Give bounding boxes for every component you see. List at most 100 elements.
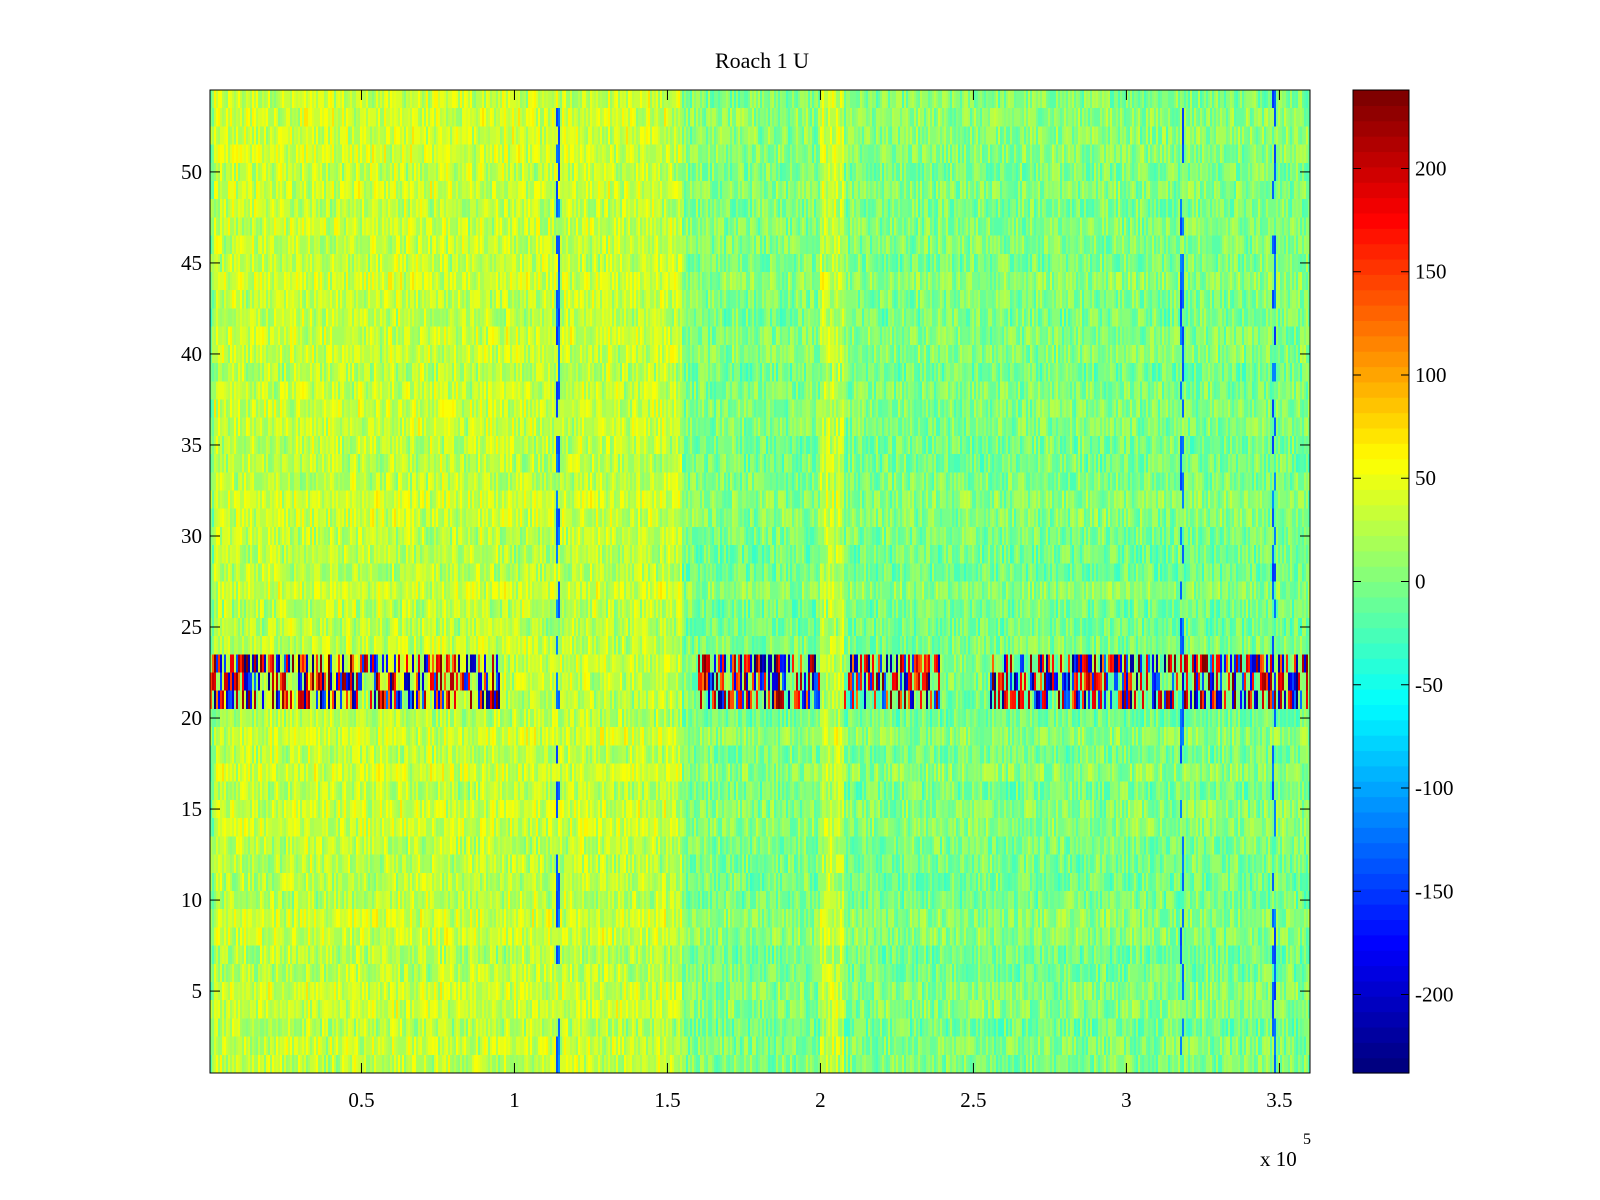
colorbar-tick-label: 200 xyxy=(1415,156,1447,180)
colorbar-level xyxy=(1353,166,1409,183)
x-exponent-label: x 10 xyxy=(1260,1147,1297,1171)
colorbar-level xyxy=(1353,320,1409,337)
colorbar-level xyxy=(1353,673,1409,690)
colorbar-level xyxy=(1353,489,1409,506)
colorbar-level xyxy=(1353,520,1409,537)
colorbar-level xyxy=(1353,212,1409,229)
colorbar-level xyxy=(1353,182,1409,199)
colorbar-level xyxy=(1353,151,1409,168)
y-tick-label: 25 xyxy=(181,615,202,639)
colorbar-level xyxy=(1353,305,1409,321)
colorbar-level xyxy=(1353,351,1409,368)
colorbar-level xyxy=(1353,90,1409,106)
colorbar-level xyxy=(1353,120,1409,137)
colorbar-level xyxy=(1353,627,1409,644)
x-exponent-power: 5 xyxy=(1303,1131,1311,1148)
colorbar-tick-label: 100 xyxy=(1415,363,1447,387)
x-tick-label: 2.5 xyxy=(960,1088,986,1112)
colorbar-level xyxy=(1353,550,1409,567)
y-tick-label: 5 xyxy=(192,979,203,1003)
colorbar-level xyxy=(1353,566,1409,583)
y-tick-label: 50 xyxy=(181,160,202,184)
colorbar-level xyxy=(1353,719,1409,736)
colorbar-level xyxy=(1353,335,1409,352)
colorbar-tick-label: 0 xyxy=(1415,570,1426,594)
colorbar-level xyxy=(1353,750,1409,767)
colorbar-level xyxy=(1353,919,1409,936)
colorbar-level xyxy=(1353,857,1409,874)
x-tick-label: 0.5 xyxy=(348,1088,374,1112)
colorbar-tick-label: -100 xyxy=(1415,776,1454,800)
colorbar-level xyxy=(1353,934,1409,951)
colorbar-tick-label: -150 xyxy=(1415,879,1454,903)
colorbar-tick-label: -50 xyxy=(1415,673,1443,697)
colorbar-level xyxy=(1353,243,1409,260)
colorbar-level xyxy=(1353,581,1409,598)
y-tick-label: 30 xyxy=(181,524,202,548)
y-tick-label: 40 xyxy=(181,342,202,366)
colorbar-level xyxy=(1353,381,1409,398)
colorbar-level xyxy=(1353,228,1409,245)
colorbar-level xyxy=(1353,842,1409,859)
colorbar-level xyxy=(1353,1011,1409,1028)
y-axis: 5 10 15 20 25 30 35 40 45 50 xyxy=(181,160,1310,1003)
colorbar-level xyxy=(1353,458,1409,475)
colorbar-level xyxy=(1353,642,1409,659)
colorbar-tick-label: 50 xyxy=(1415,466,1436,490)
y-tick-label: 35 xyxy=(181,433,202,457)
colorbar-level xyxy=(1353,689,1409,705)
colorbar-level xyxy=(1353,980,1409,997)
colorbar-level xyxy=(1353,827,1409,844)
colorbar-level xyxy=(1353,612,1409,629)
colorbar-level xyxy=(1353,427,1409,444)
colorbar-level xyxy=(1353,258,1409,275)
colorbar-level xyxy=(1353,1057,1409,1074)
colorbar-tick-label: -200 xyxy=(1415,983,1454,1007)
colorbar-level xyxy=(1353,366,1409,383)
colorbar-level xyxy=(1353,1042,1409,1059)
colorbar-level xyxy=(1353,965,1409,982)
chart-title: Roach 1 U xyxy=(715,48,809,73)
colorbar-level xyxy=(1353,289,1409,306)
colorbar-level xyxy=(1353,873,1409,890)
colorbar-level xyxy=(1353,473,1409,490)
colorbar-level xyxy=(1353,443,1409,460)
colorbar-level xyxy=(1353,535,1409,552)
colorbar-level xyxy=(1353,397,1409,414)
colorbar-level xyxy=(1353,197,1409,214)
colorbar-level xyxy=(1353,781,1409,798)
colorbar-level xyxy=(1353,1026,1409,1043)
colorbar-level xyxy=(1353,888,1409,905)
colorbar-level xyxy=(1353,704,1409,721)
colorbar-tick-label: 150 xyxy=(1415,260,1447,284)
colorbar-level xyxy=(1353,274,1409,291)
colorbar-level xyxy=(1353,996,1409,1013)
colorbar-level xyxy=(1353,904,1409,921)
colorbar-level xyxy=(1353,796,1409,813)
x-tick-label: 1.5 xyxy=(654,1088,680,1112)
colorbar-level xyxy=(1353,596,1409,613)
x-axis: 0.5 1 1.5 2 2.5 3 3.5 xyxy=(348,90,1293,1112)
x-tick-label: 2 xyxy=(815,1088,826,1112)
plot-frame xyxy=(209,89,1311,1074)
y-tick-label: 45 xyxy=(181,251,202,275)
heatmap-cells xyxy=(210,90,1310,1073)
colorbar xyxy=(1353,90,1409,1074)
y-tick-label: 15 xyxy=(181,797,202,821)
colorbar-level xyxy=(1353,765,1409,782)
x-tick-label: 3 xyxy=(1121,1088,1132,1112)
colorbar-level xyxy=(1353,136,1409,153)
colorbar-level xyxy=(1353,811,1409,828)
y-tick-label: 10 xyxy=(181,888,202,912)
x-tick-label: 1 xyxy=(509,1088,520,1112)
colorbar-axis: 200 150 100 50 0 -50 -100 -150 -200 xyxy=(1353,156,1454,1007)
heatmap-image xyxy=(210,90,1310,1073)
colorbar-level xyxy=(1353,735,1409,752)
x-tick-label: 3.5 xyxy=(1266,1088,1292,1112)
colorbar-level xyxy=(1353,412,1409,429)
y-tick-label: 20 xyxy=(181,706,202,730)
colorbar-level xyxy=(1353,105,1409,122)
colorbar-level xyxy=(1353,504,1409,521)
colorbar-level xyxy=(1353,658,1409,675)
